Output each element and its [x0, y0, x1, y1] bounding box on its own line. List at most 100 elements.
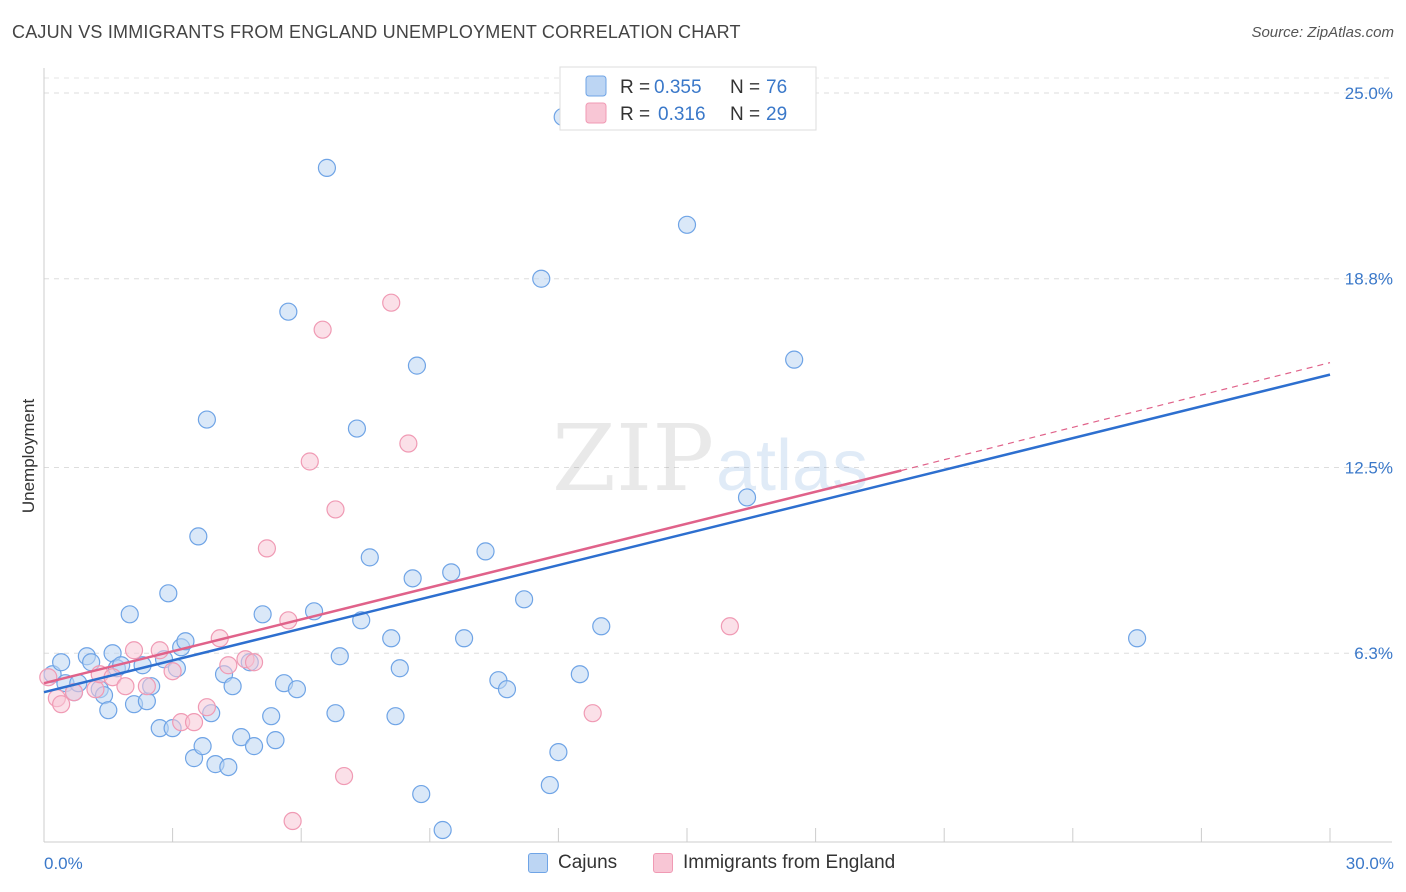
cajuns-point-57	[442, 563, 461, 582]
england-point-23	[313, 320, 332, 339]
england-point-8	[124, 641, 144, 660]
england-point-27	[399, 434, 418, 453]
legend-r-label-1: R =	[620, 77, 650, 98]
england-point-18	[244, 653, 264, 672]
england-point-16	[219, 656, 238, 675]
england-point-9	[137, 677, 156, 696]
cajuns-point-28	[197, 410, 216, 429]
cajuns-point-34	[232, 728, 251, 747]
cajuns-point-20	[159, 584, 178, 603]
england-point-7	[116, 677, 135, 696]
legend-r-label-2: R =	[620, 104, 650, 125]
cajuns-point-65	[549, 743, 568, 762]
cajuns-point-55	[412, 784, 431, 804]
england-point-25	[334, 766, 354, 786]
cajuns-point-46	[330, 647, 349, 666]
cajuns-point-59	[476, 542, 495, 561]
cajuns-point-41	[279, 302, 298, 321]
watermark: ZIP atlas	[552, 405, 868, 512]
cajuns-point-38	[262, 707, 281, 726]
legend-item-cajuns: Cajuns	[528, 852, 617, 874]
cajuns-point-67	[570, 665, 589, 684]
cajuns-point-68	[592, 617, 611, 636]
cajuns-point-52	[390, 659, 409, 678]
england-point-24	[326, 500, 345, 519]
legend-swatch-cajuns	[585, 75, 607, 97]
legend-n-value-2: 29	[766, 104, 787, 125]
cajuns-point-24	[176, 632, 195, 651]
cajuns-point-69	[677, 215, 697, 234]
cajuns-point-72	[1127, 629, 1147, 648]
england-trend-extension	[901, 362, 1331, 472]
cajuns-point-56	[433, 820, 452, 840]
england-point-2	[52, 695, 71, 714]
legend-n-value-1: 76	[766, 77, 787, 98]
legend-n-label-2: N =	[730, 104, 760, 125]
cajuns-point-64	[540, 775, 559, 795]
y-tick-label-2: 18.8%	[1345, 270, 1393, 289]
cajuns-point-47	[347, 419, 367, 438]
cajuns-point-42	[287, 680, 307, 699]
cajuns-point-37	[253, 605, 272, 624]
y-axis-label: Unemployment	[19, 399, 38, 514]
cajuns-point-32	[219, 757, 238, 777]
cajuns-point-62	[515, 590, 534, 609]
cajuns-point-63	[532, 269, 551, 288]
y-tick-label-3: 25.0%	[1345, 84, 1393, 103]
cajuns-points	[43, 107, 1147, 840]
england-point-29	[720, 617, 739, 636]
top-legend: R = 0.355 N = 76 R = 0.316 N = 29	[559, 66, 817, 131]
england-point-14	[197, 698, 216, 717]
cajuns-point-71	[785, 350, 804, 369]
legend-swatch-cajuns-bottom	[528, 853, 548, 873]
england-point-26	[382, 293, 401, 312]
cajuns-point-36	[244, 737, 264, 756]
cajuns-point-54	[407, 356, 427, 375]
cajuns-trend-line	[43, 373, 1331, 694]
legend-r-value-2: 0.316	[658, 104, 706, 125]
chart-title: CAJUN VS IMMIGRANTS FROM ENGLAND UNEMPLO…	[12, 22, 741, 42]
gridlines	[44, 77, 1392, 654]
legend-r-value-1: 0.355	[654, 77, 702, 98]
england-point-28	[583, 704, 602, 723]
england-points	[39, 293, 739, 831]
axes	[43, 68, 1392, 843]
cajuns-point-1	[52, 653, 71, 672]
england-point-11	[163, 662, 182, 681]
legend-label-cajuns: Cajuns	[558, 852, 618, 873]
cajuns-point-39	[266, 731, 285, 750]
y-tick-label-0: 6.3%	[1354, 644, 1393, 663]
cajuns-point-33	[223, 677, 242, 696]
england-point-21	[283, 811, 302, 831]
legend-item-england: Immigrants from England	[653, 852, 895, 874]
trend-lines	[43, 362, 1331, 694]
y-tick-label-1: 12.5%	[1345, 458, 1393, 477]
cajuns-point-44	[317, 158, 337, 177]
watermark-zip: ZIP	[552, 405, 714, 512]
cajuns-point-49	[360, 548, 379, 567]
england-point-4	[86, 680, 105, 699]
x-tick-min: 0.0%	[44, 854, 83, 873]
x-tick-max: 30.0%	[1346, 854, 1394, 873]
cajuns-point-51	[386, 707, 405, 726]
cajuns-point-58	[454, 629, 474, 648]
cajuns-point-25	[189, 527, 208, 546]
cajuns-point-45	[326, 704, 345, 723]
legend-label-england: Immigrants from England	[683, 852, 896, 873]
legend-n-label-1: N =	[730, 77, 760, 98]
cajuns-point-50	[382, 629, 401, 648]
bottom-legend: Cajuns Immigrants from England	[0, 852, 1406, 880]
cajuns-point-61	[497, 680, 517, 699]
cajuns-point-27	[193, 737, 212, 756]
legend-swatch-england	[585, 102, 607, 124]
cajuns-point-53	[403, 569, 422, 588]
cajuns-point-9	[99, 701, 118, 720]
england-point-13	[184, 713, 204, 732]
source-label: Source: ZipAtlas.com	[1251, 24, 1394, 41]
england-point-22	[300, 452, 319, 471]
cajuns-point-13	[120, 605, 139, 624]
y-tick-labels: 6.3% 12.5% 18.8% 25.0%	[1345, 84, 1393, 663]
legend-swatch-england-bottom	[653, 853, 673, 873]
england-point-19	[257, 539, 277, 558]
